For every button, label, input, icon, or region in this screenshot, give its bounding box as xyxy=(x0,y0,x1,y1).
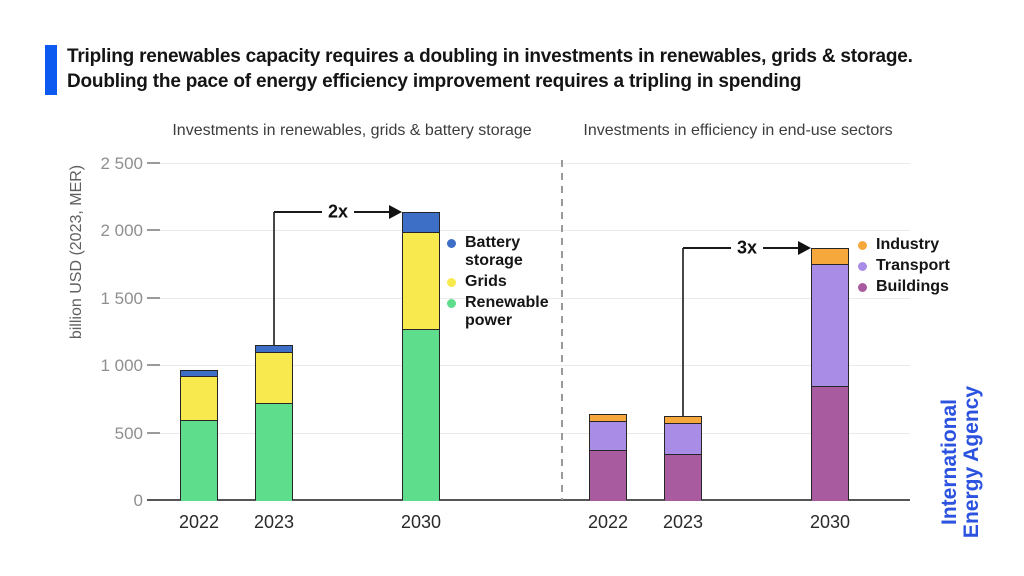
y-tick-2000 xyxy=(147,229,160,232)
y-tick-label: 1 000 xyxy=(100,356,143,376)
x-category-label: 2022 xyxy=(178,512,220,532)
iea-logo-line-2: Energy Agency xyxy=(960,385,983,539)
gridline-500 xyxy=(160,432,910,434)
annotation-vertical-line xyxy=(682,247,684,416)
x-axis-baseline xyxy=(147,499,910,501)
bar-2022 xyxy=(589,414,627,501)
gridline-1000 xyxy=(160,365,910,367)
bar-segment-battery-storage xyxy=(256,345,292,353)
bar-segment-renewable-power xyxy=(403,329,439,501)
annotation-multiplier-label: 3x xyxy=(730,237,764,259)
bar-segment-buildings xyxy=(590,450,626,501)
legend-dot-icon xyxy=(858,262,867,271)
main-title-line-2: Doubling the pace of energy efficiency i… xyxy=(67,71,802,92)
annotation-multiplier-label: 2x xyxy=(321,201,355,223)
bar-segment-industry xyxy=(590,415,626,422)
gridline-1500 xyxy=(160,297,910,299)
legend-dot-icon xyxy=(447,278,456,287)
bar-segment-grids xyxy=(403,232,439,330)
y-tick-label: 1 500 xyxy=(100,288,143,308)
bar-segment-transport xyxy=(665,423,701,455)
y-tick-500 xyxy=(147,431,160,434)
gridline-2500 xyxy=(160,163,910,164)
bar-segment-industry xyxy=(812,248,848,264)
gridline-2000 xyxy=(160,230,910,232)
bar-2023 xyxy=(664,415,702,501)
legend-left: Battery storage Grids Renewable power xyxy=(447,234,561,330)
legend-item-grids: Grids xyxy=(447,273,561,291)
main-title: Tripling renewables capacity requires a … xyxy=(67,44,997,94)
bar-2030 xyxy=(811,247,849,501)
legend-dot-icon xyxy=(447,299,456,308)
legend-label: Renewable power xyxy=(465,294,549,329)
x-category-label: 2023 xyxy=(253,512,295,532)
legend-label: Industry xyxy=(876,236,940,253)
legend-label: Buildings xyxy=(876,278,949,295)
bar-segment-transport xyxy=(812,263,848,386)
legend-item-renewable-power: Renewable power xyxy=(447,294,561,330)
x-category-label: 2022 xyxy=(587,512,629,532)
legend-dot-icon xyxy=(858,283,867,292)
x-category-label: 2030 xyxy=(400,512,442,532)
annotation-vertical-line xyxy=(273,212,275,345)
legend-right: Industry Transport Buildings xyxy=(858,236,950,296)
y-tick-label: 500 xyxy=(114,423,143,443)
legend-dot-icon xyxy=(858,241,867,250)
bar-segment-buildings xyxy=(665,454,701,501)
legend-item-industry: Industry xyxy=(858,236,950,254)
bar-segment-renewable-power xyxy=(256,402,292,501)
panel-separator-dashed-line xyxy=(561,160,563,500)
panel-title-left: Investments in renewables, grids & batte… xyxy=(172,122,532,139)
panel-title-right: Investments in efficiency in end-use sec… xyxy=(583,122,893,139)
bar-segment-renewable-power xyxy=(181,420,217,501)
y-tick-2500 xyxy=(147,162,160,164)
bar-segment-grids xyxy=(181,375,217,421)
legend-item-transport: Transport xyxy=(858,257,950,275)
bar-2022 xyxy=(180,369,218,501)
legend-item-battery-storage: Battery storage xyxy=(447,234,561,270)
legend-item-buildings: Buildings xyxy=(858,278,950,296)
bar-2023 xyxy=(255,344,293,501)
bar-2030 xyxy=(402,212,440,501)
y-tick-label: 2 000 xyxy=(100,221,143,241)
bar-segment-grids xyxy=(256,352,292,403)
legend-label: Transport xyxy=(876,257,950,274)
iea-logo-text: International Energy Agency xyxy=(938,362,983,562)
x-category-label: 2023 xyxy=(662,512,704,532)
main-title-line-1: Tripling renewables capacity requires a … xyxy=(67,46,913,67)
legend-label: Battery storage xyxy=(465,234,523,269)
title-accent-bar xyxy=(45,45,57,95)
iea-logo-line-1: International xyxy=(938,399,961,526)
annotation-arrowhead-icon xyxy=(798,240,811,255)
bar-segment-buildings xyxy=(812,385,848,501)
legend-dot-icon xyxy=(447,239,456,248)
bar-segment-battery-storage xyxy=(403,213,439,233)
bar-segment-industry xyxy=(665,416,701,424)
bar-segment-transport xyxy=(590,421,626,451)
legend-label: Grids xyxy=(465,273,507,290)
y-tick-label: 0 xyxy=(133,491,143,510)
annotation-arrowhead-icon xyxy=(389,205,402,220)
y-tick-label: 2 500 xyxy=(100,154,143,173)
y-tick-1500 xyxy=(147,296,160,299)
x-category-label: 2030 xyxy=(809,512,851,532)
y-tick-1000 xyxy=(147,364,160,367)
bar-segment-battery-storage xyxy=(181,370,217,376)
